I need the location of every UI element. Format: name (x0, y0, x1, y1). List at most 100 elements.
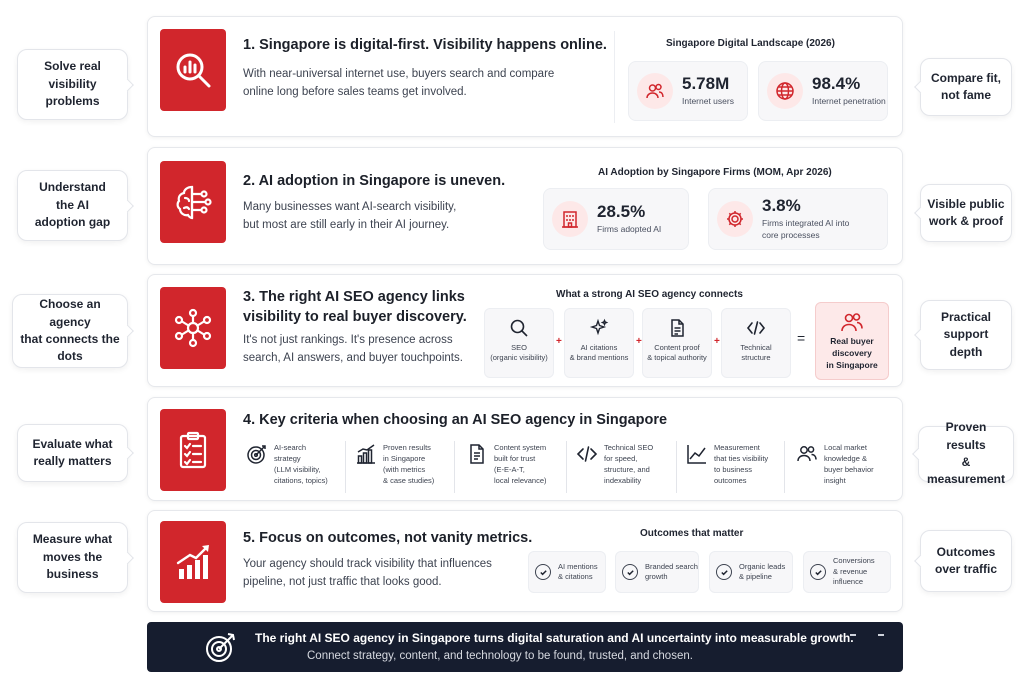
criteria-measurement: Measurement that ties visibility to busi… (686, 443, 794, 493)
target-icon (206, 633, 235, 662)
section-5-panel-title: Outcomes that matter (640, 528, 744, 539)
callout-visible-work: Visible public work & proof (920, 184, 1012, 242)
document-icon (671, 319, 684, 337)
stat-firms-adopted-ai: 28.5% Firms adopted AI (543, 188, 689, 250)
outcome-branded-search: Branded search growth (615, 551, 699, 593)
users-icon (841, 313, 863, 332)
section-3-icon-box (160, 287, 226, 369)
connect-item-label: Technical structure (740, 343, 772, 363)
stat-internet-penetration: 98.4% Internet penetration (758, 61, 888, 121)
section-1-icon-box (160, 29, 226, 111)
divider (676, 441, 677, 493)
callout-text: Choose an agency that connects the dots (20, 297, 120, 364)
globe-icon (767, 73, 803, 109)
outcome-organic-leads: Organic leads & pipeline (709, 551, 793, 593)
section-2-panel-title: AI Adoption by Singapore Firms (MOM, Apr… (598, 167, 832, 178)
stat-firms-integrated-ai: 3.8% Firms integrated AI into core proces… (708, 188, 888, 250)
ai-brain-icon (176, 185, 212, 220)
divider (454, 441, 455, 493)
criteria-ai-search-strategy: AI-search strategy (LLM visibility, cita… (246, 443, 354, 493)
section-card-3: 3. The right AI SEO agency links visibil… (147, 274, 903, 387)
section-3-panel-title: What a strong AI SEO agency connects (556, 289, 743, 300)
line-chart-icon (687, 445, 706, 464)
callout-text: Evaluate what really matters (32, 436, 113, 468)
section-3-title: 3. The right AI SEO agency links visibil… (243, 289, 467, 326)
building-icon (552, 201, 588, 237)
search-icon (510, 319, 528, 337)
section-card-1: 1. Singapore is digital-first. Visibilit… (147, 16, 903, 137)
callout-text: Visible public work & proof (927, 196, 1005, 228)
analytics-search-icon (176, 53, 211, 88)
stat-label: Firms integrated AI into core processes (762, 218, 850, 240)
callout-text: Solve real visibility problems (44, 59, 101, 109)
target-icon (247, 445, 266, 464)
divider (614, 31, 615, 123)
section-card-4: 4. Key criteria when choosing an AI SEO … (147, 397, 903, 501)
outcome-label: Conversions & revenue influence (833, 556, 875, 587)
users-icon (637, 73, 673, 109)
code-icon (576, 446, 598, 462)
connect-item-ai-citations: AI citations & brand mentions (564, 308, 634, 378)
section-1-description: With near-universal internet use, buyers… (243, 68, 555, 98)
criteria-label: Local market knowledge & buyer behavior … (824, 443, 874, 485)
callout-measure: Measure what moves the business (17, 522, 128, 593)
users-icon (797, 446, 817, 462)
network-hub-icon (174, 308, 212, 348)
section-4-icon-box (160, 409, 226, 491)
stat-value: 5.78M (682, 74, 730, 94)
footer-banner: The right AI SEO agency in Singapore tur… (147, 622, 903, 672)
divider (784, 441, 785, 493)
section-1-panel-title: Singapore Digital Landscape (2026) (666, 38, 835, 49)
connect-item-label: AI citations & brand mentions (569, 343, 629, 363)
section-card-5: 5. Focus on outcomes, not vanity metrics… (147, 510, 903, 612)
callout-ai-adoption-gap: Understand the AI adoption gap (17, 170, 128, 241)
outcome-conversions: Conversions & revenue influence (803, 551, 891, 593)
callout-text: Compare fit, not fame (930, 70, 1001, 102)
divider (345, 441, 346, 493)
criteria-proven-results: Proven results in Singapore (with metric… (355, 443, 463, 493)
callout-outcomes: Outcomes over traffic (920, 530, 1012, 592)
criteria-label: Proven results in Singapore (with metric… (383, 443, 435, 485)
document-icon (470, 444, 484, 464)
stat-label: Internet users (682, 96, 734, 107)
gear-icon (717, 201, 753, 237)
plus-sign: + (556, 336, 562, 347)
section-4-title: 4. Key criteria when choosing an AI SEO … (243, 412, 668, 428)
criteria-label: Content system built for trust (E-E-A-T,… (494, 443, 547, 485)
criteria-label: Measurement that ties visibility to busi… (714, 443, 769, 485)
callout-text: Measure what moves the business (32, 532, 113, 582)
section-2-description: Many businesses want AI-search visibilit… (243, 201, 457, 231)
growth-chart-icon (176, 545, 209, 579)
section-card-2: 2. AI adoption in Singapore is uneven. M… (147, 147, 903, 265)
outcome-label: Organic leads & pipeline (739, 561, 786, 582)
callout-proven-results: Proven results & measurement (918, 420, 1014, 486)
connect-result: Real buyer discovery in Singapore (815, 302, 889, 380)
section-2-title: 2. AI adoption in Singapore is uneven. (243, 173, 506, 189)
section-1-title: 1. Singapore is digital-first. Visibilit… (243, 37, 607, 53)
check-icon (716, 564, 732, 580)
callout-text: Practical support depth (940, 309, 992, 359)
outcome-ai-mentions: AI mentions & citations (528, 551, 606, 593)
check-icon (810, 564, 826, 580)
connect-result-label: Real buyer discovery in Singapore (826, 336, 878, 370)
criteria-label: Technical SEO for speed, structure, and … (604, 443, 654, 485)
outcome-label: AI mentions & citations (558, 561, 598, 582)
outcome-label: Branded search growth (645, 561, 698, 582)
connect-item-label: Content proof & topical authority (647, 343, 707, 363)
footer-subline: Connect strategy, content, and technolog… (307, 650, 693, 662)
decorative-dash (850, 634, 856, 636)
callout-compare-fit: Compare fit, not fame (920, 58, 1012, 116)
criteria-content-system: Content system built for trust (E-E-A-T,… (466, 443, 574, 493)
plus-sign: + (636, 336, 642, 347)
callout-text: Understand the AI adoption gap (34, 180, 111, 230)
stat-value: 98.4% (812, 74, 861, 94)
callout-connect-dots: Choose an agency that connects the dots (12, 294, 128, 368)
stat-value: 28.5% (597, 202, 646, 222)
footer-headline: The right AI SEO agency in Singapore tur… (255, 631, 854, 645)
stat-label: Firms adopted AI (597, 224, 662, 235)
section-3-description: It's not just rankings. It's presence ac… (243, 334, 463, 364)
code-icon (746, 321, 766, 335)
check-icon (535, 564, 551, 580)
clipboard-checklist-icon (179, 431, 207, 469)
connect-item-content-proof: Content proof & topical authority (642, 308, 712, 378)
